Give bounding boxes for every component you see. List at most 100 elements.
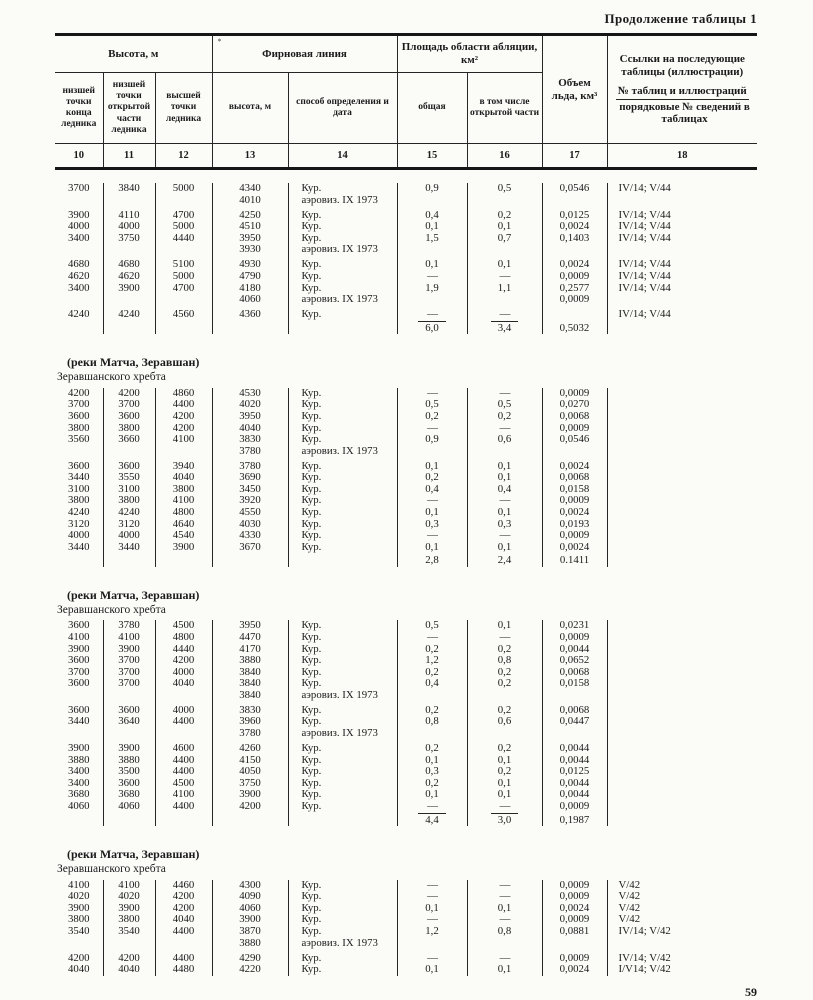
data-table: 4200 4200 4860 4530 Кур. — —0,0009 3700 3700 4400… xyxy=(55,387,757,567)
table-cell: 3600 xyxy=(55,678,104,690)
table-cell: 4560 xyxy=(155,305,213,321)
table-cell: 0,0009 xyxy=(542,495,608,508)
table-cell: 4060 xyxy=(55,801,104,813)
table-cell xyxy=(103,689,156,702)
table-cell: аэровиз. IX 1973 xyxy=(288,728,398,740)
table-cell: — xyxy=(467,891,543,903)
table-cell: 3900 xyxy=(55,643,104,656)
table-cell: 0,0068 xyxy=(542,701,608,717)
table-cell: 0,2 xyxy=(397,701,468,717)
table-section: (реки Матча, Зеравшан) Зеравшанского хреб… xyxy=(55,355,757,567)
header-group-firn-line: * Фирновая линия xyxy=(212,34,398,73)
table-cell xyxy=(103,194,156,207)
data-table: 3700 3840 5000 4340 Кур. 0,9 0,5 0,0546 IV/14; V… xyxy=(55,183,757,335)
table-cell: 0,0068 xyxy=(542,666,608,679)
no-data-dash: — xyxy=(499,270,511,282)
table-cell: 3,4 xyxy=(467,320,543,335)
table-row: 4680 4680 5100 4930 Кур. 0,1 0,1 0,0024 IV/14; V… xyxy=(55,255,757,271)
table-cell: 4700 xyxy=(155,206,213,222)
table-cell xyxy=(467,194,543,207)
table-cell xyxy=(607,553,757,567)
table-cell: Кур. xyxy=(288,434,398,446)
subheader-lowest-point-glacier-end: низшей точки конца ледника xyxy=(55,72,104,144)
table-cell: 3840 xyxy=(212,666,289,679)
table-cell xyxy=(397,194,468,207)
table-cell: 4400 xyxy=(155,949,213,965)
table-cell: 0,1 xyxy=(397,255,468,271)
table-cell: — xyxy=(397,801,468,813)
table-cell: 0,3 xyxy=(467,518,543,531)
table-cell: Кур. xyxy=(288,964,398,976)
table-cell: 0,1 xyxy=(397,964,468,976)
table-cell: — xyxy=(467,801,543,813)
table-row: 3900 3900 4600 4260 Кур. 0,2 0,2 0,0044 xyxy=(55,739,757,755)
table-cell: 4000 xyxy=(103,221,156,233)
subheader-lowest-point-open-part: низшей точки открытой части ледника xyxy=(103,72,156,144)
table-cell: Кур. xyxy=(288,620,398,632)
table-cell: 3120 xyxy=(103,518,156,531)
table-cell: 2,4 xyxy=(467,553,543,567)
no-data-dash: — xyxy=(427,801,438,813)
table-row: 3700 3700 4400 4020 Кур. 0,5 0,5 0,0270 xyxy=(55,399,757,411)
table-row: 3440 3440 3900 3670 Кур. 0,1 0,1 0,0024 xyxy=(55,541,757,554)
table-cell: 0,0044 xyxy=(542,754,608,767)
table-cell: 4540 xyxy=(155,530,213,542)
table-cell: 0,2 xyxy=(397,777,468,790)
table-cell: 3780 xyxy=(212,445,289,458)
table-cell: 3100 xyxy=(55,483,104,496)
table-cell: 0,2 xyxy=(467,206,543,222)
table-cell xyxy=(288,553,398,567)
table-cell: IV/14; V/44 xyxy=(618,282,671,294)
table-cell xyxy=(155,812,213,827)
table-cell: Кур. xyxy=(288,914,398,926)
table-cell xyxy=(607,530,757,542)
table-cell: 0,5 xyxy=(467,399,543,411)
table-cell: 3800 xyxy=(55,495,104,508)
table-cell: 4620 xyxy=(55,270,104,283)
table-cell: 4090 xyxy=(212,891,289,903)
table-cell: 4200 xyxy=(155,655,213,667)
table-cell: 3600 xyxy=(55,655,104,667)
page-number: 59 xyxy=(745,984,757,999)
table-cell: 0,0652 xyxy=(542,655,608,667)
table-cell: — xyxy=(397,422,468,435)
table-cell: 3700 xyxy=(55,666,104,679)
table-cell xyxy=(103,553,156,567)
table-cell: 4040 xyxy=(212,422,289,435)
table-cell xyxy=(542,305,608,321)
table-cell xyxy=(55,194,104,207)
table-cell: 1,2 xyxy=(397,655,468,667)
table-cell: 4100 xyxy=(155,434,213,446)
table-cell: 0,3 xyxy=(397,766,468,778)
table-cell xyxy=(155,937,213,950)
table-cell: 3870 xyxy=(212,925,289,938)
table-cell: 0,2 xyxy=(467,410,543,423)
table-cell xyxy=(607,495,757,507)
section-subtitle: Зеравшанского хребта xyxy=(57,603,166,616)
table-cell: — xyxy=(397,495,468,508)
table-cell: 3700 xyxy=(103,655,156,667)
table-cell xyxy=(467,445,543,458)
table-cell: V/42 xyxy=(618,891,641,903)
table-cell: 3,0 xyxy=(467,812,543,827)
table-cell xyxy=(607,457,757,472)
table-cell: 4400 xyxy=(155,801,213,813)
table-cell: 4200 xyxy=(55,387,104,400)
table-row: 3100 3100 3800 3450 Кур. 0,4 0,4 0,0158 xyxy=(55,483,757,496)
table-cell: 4010 xyxy=(212,194,289,207)
table-cell xyxy=(397,728,468,740)
table-cell: 4150 xyxy=(212,754,289,767)
table-cell: 3900 xyxy=(103,643,156,656)
table-cell: 4600 xyxy=(155,739,213,755)
table-cell: 4020 xyxy=(103,891,156,903)
table-cell: 3400 xyxy=(55,766,104,778)
table-cell: 3600 xyxy=(55,410,104,423)
table-cell: 0,1 xyxy=(467,507,543,519)
table-cell: 4170 xyxy=(212,643,289,656)
table-cell: 3700 xyxy=(103,666,156,679)
table-row: 3900 3900 4440 4170 Кур. 0,2 0,2 0,0044 xyxy=(55,643,757,656)
table-cell xyxy=(607,321,757,335)
table-row: 4020 4020 4200 4090 Кур. — —0,0009 V/42 xyxy=(55,891,757,903)
table-cell: 3600 xyxy=(103,457,156,473)
table-row: 4060 аэровиз. IX 1973 0,0009 xyxy=(55,294,757,306)
